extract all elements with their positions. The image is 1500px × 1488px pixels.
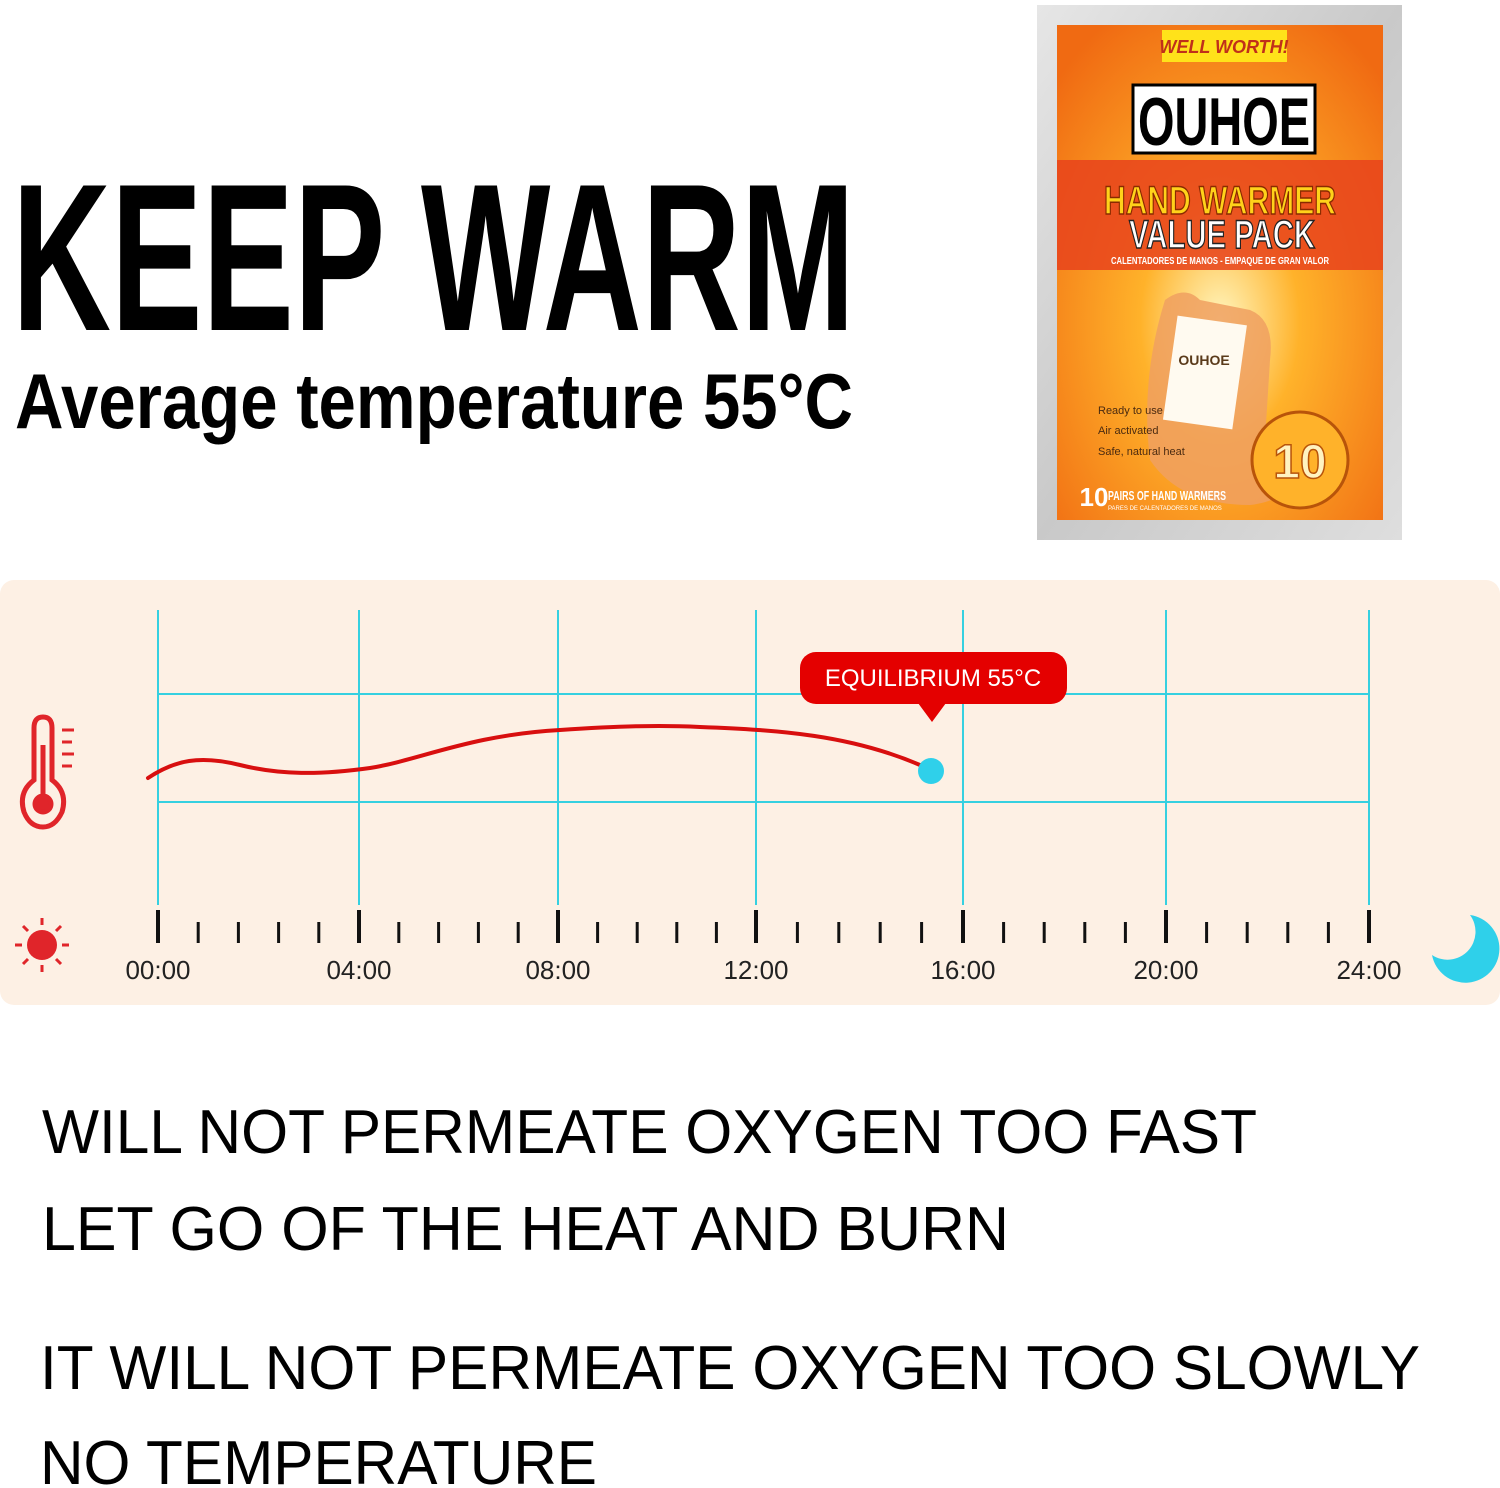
note: LET GO OF THE HEAT AND BURN [42,1195,1009,1264]
subtitle: Average temperature 55°C [15,357,853,445]
pad [1162,315,1247,430]
brand-box [1131,83,1317,155]
product: HAND WARMER [1104,179,1336,223]
feature: Safe, natural heat [1098,446,1185,458]
count-label-es: PARES DE CALENTADORES DE MANOS [1108,506,1222,512]
time-label: 08:00 [525,955,590,985]
callout-pointer [918,703,946,722]
title: KEEP WARM [12,140,855,375]
product-line: VALUE PACK [1129,213,1315,257]
time-label: 16:00 [930,955,995,985]
note: NO TEMPERATURE [40,1429,597,1488]
badge [1250,410,1350,510]
feature: Ready to use [1098,405,1163,417]
brand: OUHOE [1138,84,1310,160]
thermometer-icon [19,714,74,830]
time-label: 24:00 [1336,955,1401,985]
equilibrium-point [918,758,944,784]
timeline-panel [0,580,1500,1005]
sun-icon [15,918,69,972]
time-label: 04:00 [326,955,391,985]
badge-number: 10 [1273,436,1326,489]
time-label: 20:00 [1133,955,1198,985]
moon-icon [1432,915,1500,983]
count-label: PAIRS OF HAND WARMERS [1108,488,1226,503]
spanish: CALENTADORES DE MANOS - EMPAQUE DE GRAN … [1111,256,1330,267]
time-label: 00:00 [125,955,190,985]
package: WELL WORTH! OUHOE HAND WARMER VALUE PACK… [1037,5,1402,540]
count: 10 [1080,482,1109,512]
tag-bg [1162,30,1287,62]
tag: WELL WORTH! [1159,37,1288,57]
time-label: 12:00 [723,955,788,985]
grid [156,610,1371,943]
callout-bg [800,652,1067,704]
note: IT WILL NOT PERMEATE OXYGEN TOO SLOWLY [40,1334,1420,1403]
note: WILL NOT PERMEATE OXYGEN TOO FAST [42,1098,1257,1167]
package-band [1057,160,1383,270]
feature: Air activated [1098,425,1159,437]
temperature-curve [146,724,922,780]
pad-brand: OUHOE [1178,352,1229,368]
callout: EQUILIBRIUM 55°C [825,665,1041,692]
